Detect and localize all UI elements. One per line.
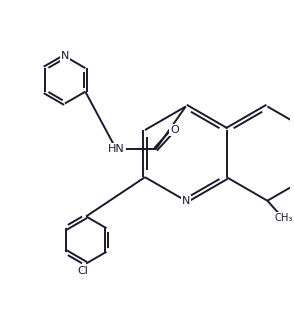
Text: N: N [182,196,190,206]
Text: N: N [61,51,69,61]
Text: O: O [170,125,179,135]
Text: Cl: Cl [77,266,88,276]
Text: CH₃: CH₃ [274,213,293,223]
Text: HN: HN [108,144,125,154]
